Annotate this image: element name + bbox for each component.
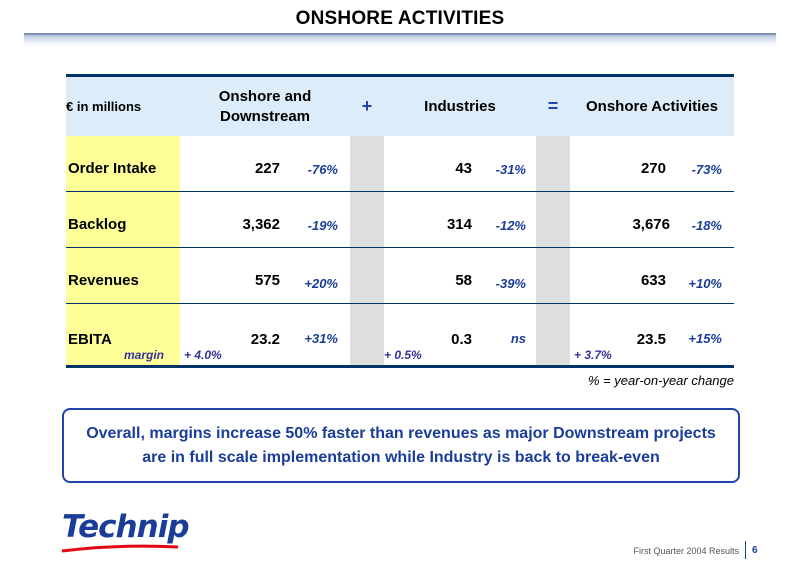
oa-value: 633 [640, 272, 666, 289]
change-note: % = year-on-year change [587, 373, 734, 388]
separator-column [536, 136, 570, 367]
equals-operator: = [547, 96, 559, 116]
oa-change: -73% [691, 162, 722, 177]
ond-change: +20% [304, 276, 338, 291]
ond-change: -76% [307, 162, 338, 177]
ind-value: 0.3 [451, 331, 472, 348]
col-onshore-downstream: Onshore and Downstream [218, 87, 312, 125]
ond-value: 575 [254, 272, 280, 289]
ond-change: +31% [304, 331, 338, 346]
oa-change: -18% [691, 218, 722, 233]
page-number: 6 [752, 545, 758, 556]
plus-operator: + [361, 96, 373, 116]
ind-change: -12% [495, 218, 526, 233]
row-label-backlog: Backlog [68, 216, 127, 233]
table-bottom-border [66, 365, 734, 368]
unit-label: € in millions [66, 99, 142, 114]
row-label-ebita: EBITA [68, 331, 112, 348]
footer-divider [745, 541, 746, 559]
row-divider [66, 247, 734, 248]
title-band-line [24, 33, 776, 35]
logo-swoosh [61, 544, 179, 553]
ind-margin: + 0.5% [384, 348, 422, 362]
margin-label: margin [124, 348, 165, 362]
ind-value: 43 [455, 160, 472, 177]
row-label-order-intake: Order Intake [68, 160, 157, 177]
row-label-revenues: Revenues [68, 272, 139, 289]
ind-change: ns [510, 331, 526, 346]
oa-value: 3,676 [632, 216, 670, 233]
oa-margin: + 3.7% [574, 348, 612, 362]
oa-value: 270 [640, 160, 666, 177]
technip-logo: Technip [62, 509, 190, 545]
col-onshore-activities: Onshore Activities [586, 98, 718, 115]
label-column-bg [66, 136, 180, 367]
page-title: ONSHORE ACTIVITIES [295, 8, 505, 29]
separator-column [350, 136, 384, 367]
summary-callout: Overall, margins increase 50% faster tha… [62, 408, 740, 483]
title-band [24, 33, 776, 47]
ind-value: 58 [455, 272, 472, 289]
row-divider [66, 303, 734, 304]
ond-value: 23.2 [250, 331, 280, 348]
oa-change: +15% [688, 331, 722, 346]
ind-change: -39% [495, 276, 526, 291]
col-industries: Industries [424, 98, 496, 115]
oa-change: +10% [688, 276, 722, 291]
footer-caption: First Quarter 2004 Results [633, 546, 739, 556]
ond-change: -19% [307, 218, 338, 233]
table-header: € in millions Onshore and Downstream + I… [66, 74, 734, 136]
ind-change: -31% [495, 162, 526, 177]
row-divider [66, 191, 734, 192]
ond-margin: + 4.0% [184, 348, 222, 362]
oa-value: 23.5 [636, 331, 666, 348]
ond-value: 3,362 [242, 216, 280, 233]
ond-value: 227 [254, 160, 280, 177]
ind-value: 314 [446, 216, 472, 233]
